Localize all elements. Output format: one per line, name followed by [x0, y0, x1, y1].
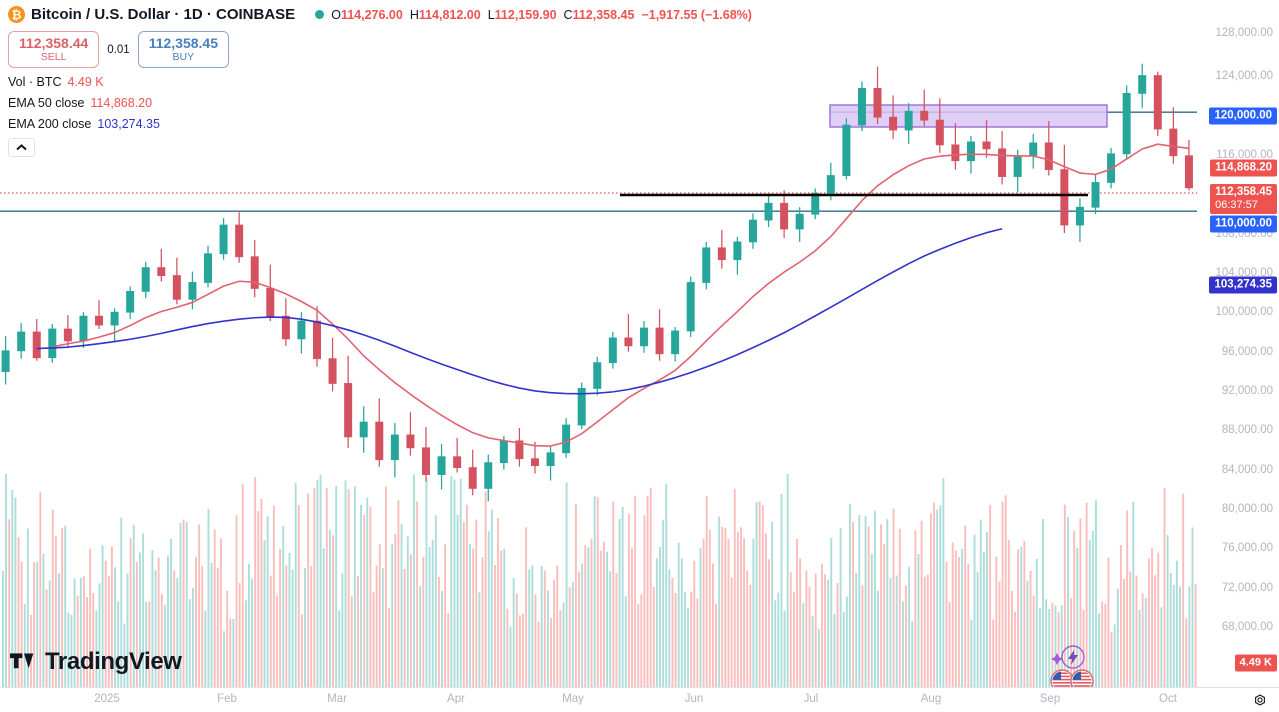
chart-legend: ₿ Bitcoin / U.S. Dollar · 1D · COINBASE …: [8, 6, 752, 157]
time-tick: Aug: [920, 693, 942, 705]
current-price-value: 112,358.45: [1215, 186, 1272, 198]
chart-event-icons[interactable]: [1045, 644, 1099, 696]
time-tick: Jul: [803, 693, 819, 705]
study-volume-name: Vol · BTC: [8, 75, 62, 89]
level-120000-badge[interactable]: 120,000.00: [1209, 107, 1277, 125]
ema200-badge[interactable]: 103,274.35: [1209, 276, 1277, 294]
time-tick: Sep: [1039, 693, 1061, 705]
price-tick: 84,000.00: [1221, 464, 1273, 476]
study-ema200[interactable]: EMA 200 close 103,274.35: [8, 117, 752, 131]
ohlc-open: O114,276.00: [331, 7, 403, 22]
ohlc-high: H114,812.00: [409, 7, 481, 22]
price-tick: 124,000.00: [1215, 70, 1273, 82]
bitcoin-icon: ₿: [8, 6, 25, 23]
supply-zone-rectangle: [829, 104, 1108, 128]
ema50-line: [52, 143, 1190, 447]
price-tick: 76,000.00: [1221, 542, 1273, 554]
page-title: Bitcoin / U.S. Dollar · 1D · COINBASE: [31, 6, 296, 23]
price-tick: 96,000.00: [1221, 346, 1273, 358]
ai-sparkle-icon: [1051, 645, 1085, 669]
study-ema50[interactable]: EMA 50 close 114,868.20: [8, 96, 752, 110]
price-tick: 80,000.00: [1221, 503, 1273, 515]
sell-button[interactable]: 112,358.44 SELL: [8, 31, 100, 68]
candlestick-series: [1, 63, 1193, 502]
ohlc-close: C112,358.45: [563, 7, 635, 22]
ohlc-change: −1,917.55 (−1.68%): [641, 7, 752, 22]
ema50-badge[interactable]: 114,868.20: [1210, 159, 1277, 177]
time-tick: Apr: [447, 693, 465, 705]
price-tick: 128,000.00: [1215, 27, 1273, 39]
us-flag-event-icon: [1070, 669, 1094, 693]
study-ema200-value: 103,274.35: [97, 117, 160, 131]
price-tick: 100,000.00: [1215, 306, 1273, 318]
bar-countdown: 06:37:57: [1215, 199, 1258, 211]
study-ema50-value: 114,868.20: [90, 96, 153, 110]
ohlc-low: L112,159.90: [487, 7, 557, 22]
volume-badge[interactable]: 4.49 K: [1234, 654, 1277, 672]
time-tick: Mar: [327, 693, 347, 705]
symbol-title-row[interactable]: ₿ Bitcoin / U.S. Dollar · 1D · COINBASE …: [8, 6, 752, 23]
current-price-badge[interactable]: 112,358.45 06:37:57: [1210, 184, 1277, 214]
price-tick: 116,000.00: [1216, 149, 1273, 161]
buy-button[interactable]: 112,358.45 BUY: [137, 31, 229, 68]
buy-price: 112,358.45: [148, 35, 218, 51]
chart-pane[interactable]: [0, 0, 1197, 688]
tradingview-watermark: TradingView: [10, 648, 182, 676]
ohlc-row: O114,276.00 H114,812.00 L112,159.90 C112…: [315, 8, 752, 22]
study-ema50-name: EMA 50 close: [8, 96, 85, 110]
study-volume-value: 4.49 K: [67, 75, 104, 89]
chart-canvas[interactable]: [0, 0, 1197, 688]
time-tick: 2025: [94, 693, 120, 705]
price-tick: 92,000.00: [1221, 385, 1273, 397]
sell-label: SELL: [40, 51, 67, 63]
tradingview-logo-icon: [10, 653, 34, 669]
price-tick: 72,000.00: [1221, 582, 1273, 594]
collapse-legend-button[interactable]: [8, 138, 35, 157]
watermark-text: TradingView: [45, 648, 182, 675]
chevron-up-icon: [16, 144, 27, 151]
study-ema200-name: EMA 200 close: [8, 117, 92, 131]
sell-price: 112,358.44: [19, 35, 89, 51]
gear-icon[interactable]: [1251, 691, 1269, 709]
price-tick: 88,000.00: [1221, 424, 1273, 436]
time-tick: Feb: [217, 693, 237, 705]
time-tick: Oct: [1159, 693, 1177, 705]
trade-buttons-row: 112,358.44 SELL 0.01 112,358.45 BUY: [8, 31, 752, 68]
time-scale[interactable]: 2025 Feb Mar Apr May Jun Jul Aug Sep Oct: [0, 687, 1279, 712]
market-open-dot: [315, 10, 325, 19]
buy-label: BUY: [172, 51, 195, 63]
time-tick: May: [562, 693, 584, 705]
level-110000-badge[interactable]: 110,000.00: [1210, 215, 1277, 233]
price-tick: 68,000.00: [1221, 621, 1273, 633]
price-scale[interactable]: 128,000.00 124,000.00 120,000.00 116,000.00…: [1197, 0, 1279, 688]
ema200-line: [36, 227, 1003, 395]
quantity-value[interactable]: 0.01: [107, 43, 130, 56]
study-volume[interactable]: Vol · BTC 4.49 K: [8, 75, 752, 89]
volume-series: [2, 473, 1197, 688]
time-tick: Jun: [684, 693, 704, 705]
price-tick: 104,000.00: [1215, 267, 1273, 279]
